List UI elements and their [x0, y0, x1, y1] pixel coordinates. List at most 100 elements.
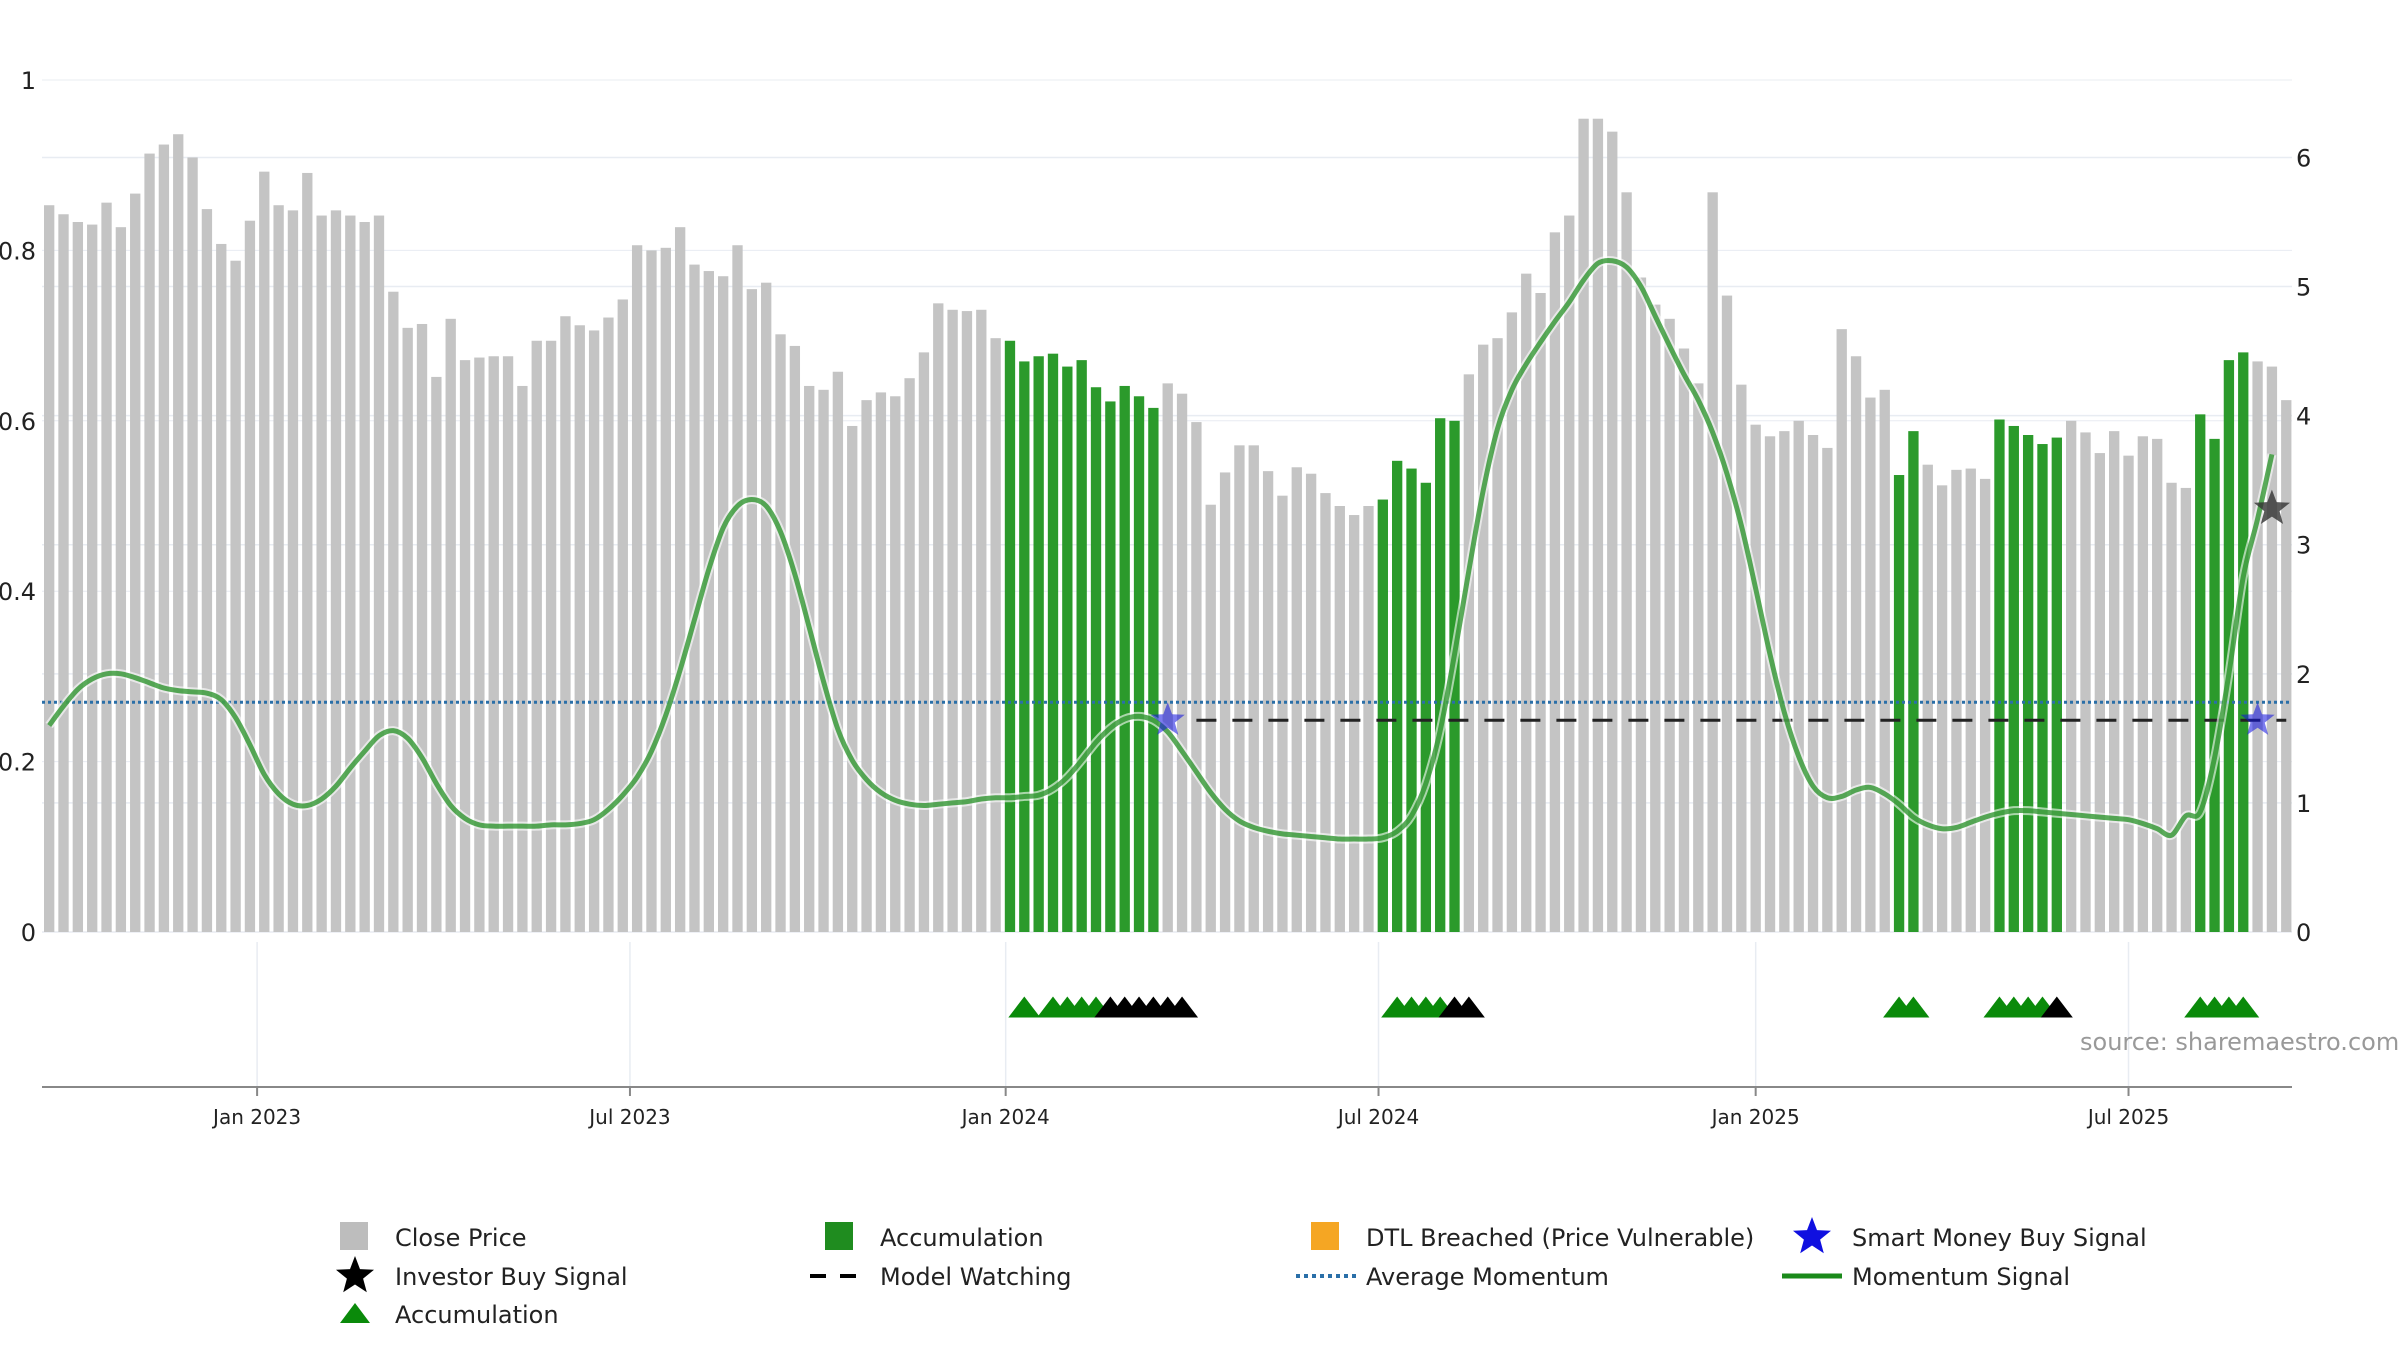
right-tick-label: 6	[2296, 144, 2311, 172]
left-tick-label: 0.6	[0, 408, 36, 436]
close-price-bar	[2137, 436, 2149, 932]
close-price-bar	[789, 345, 801, 933]
accumulation-triangle	[2227, 996, 2260, 1018]
legend-swatch	[340, 1222, 368, 1250]
legend-item: Model Watching	[810, 1263, 1072, 1291]
investor-star	[2253, 489, 2290, 524]
legend: Close Price Accumulation DTL Breached (Pri…	[336, 1217, 2147, 1329]
accumulation-bar	[1033, 356, 1044, 933]
legend-label: Smart Money Buy Signal	[1852, 1224, 2147, 1252]
close-price-bar	[2123, 455, 2134, 932]
close-price-bar	[832, 371, 844, 932]
axes: 0 0.2 0.4 0.6 0.8 1 0 1 2 3 4 5 6 Jan 2023 Jul 2023 Jan…	[0, 67, 2311, 1129]
close-price-bar	[173, 134, 184, 932]
close-price-bar	[847, 425, 858, 932]
close-price-bar	[1822, 447, 1833, 932]
close-price-bar	[345, 215, 356, 932]
close-price-bar	[416, 323, 428, 932]
x-tick-label: Jan 2025	[1710, 1105, 1800, 1129]
accumulation-bar	[1062, 366, 1073, 933]
close-price-bar	[976, 309, 987, 932]
left-tick-label: 0.4	[0, 578, 36, 606]
close-price-bar	[1291, 467, 1302, 932]
close-price-bar	[718, 276, 729, 933]
close-price-bar	[44, 205, 55, 932]
smart-money-star	[1150, 702, 1185, 735]
legend-item: Smart Money Buy Signal	[1793, 1217, 2147, 1254]
close-price-bars	[44, 118, 2292, 933]
close-price-bar	[574, 325, 585, 933]
right-tick-label: 3	[2296, 532, 2311, 560]
legend-star-icon	[336, 1256, 374, 1293]
accumulation-bar	[1377, 499, 1388, 932]
accumulation-bar	[1406, 468, 1417, 932]
close-price-bar	[2180, 487, 2192, 932]
close-price-bar	[2281, 400, 2292, 932]
close-price-bar	[933, 303, 944, 932]
close-price-bar	[961, 311, 973, 932]
close-price-bar	[201, 209, 213, 932]
accumulation-bar	[1004, 340, 1016, 932]
accumulation-bar	[1420, 482, 1432, 932]
accumulation-bar	[1105, 401, 1116, 932]
close-price-bar	[804, 385, 815, 933]
close-price-bar	[1535, 293, 1546, 932]
close-price-bar	[130, 193, 141, 933]
close-price-bar	[330, 210, 342, 932]
close-price-bar	[1334, 506, 1345, 932]
close-price-bar	[890, 396, 901, 933]
close-price-bar	[445, 318, 456, 932]
close-price-bar	[1936, 485, 1948, 932]
legend-item: Close Price	[340, 1222, 527, 1252]
accumulation-triangle	[1008, 996, 1041, 1018]
close-price-bar	[1578, 118, 1589, 932]
legend-label: Momentum Signal	[1852, 1263, 2070, 1291]
accumulation-bar	[2037, 444, 2048, 932]
close-price-bar	[861, 400, 872, 932]
accumulation-bar	[1893, 475, 1905, 932]
close-price-bar	[1965, 468, 1976, 932]
close-price-bar	[1807, 435, 1819, 932]
investor-triangle	[2040, 996, 2073, 1018]
close-price-bar	[1850, 356, 1862, 933]
close-price-bar	[703, 271, 714, 932]
x-tick-label: Jul 2024	[1336, 1105, 1419, 1129]
close-price-bar	[1650, 304, 1661, 933]
close-price-bar	[1793, 420, 1804, 932]
accumulation-bar	[2008, 425, 2019, 932]
close-price-bar	[2065, 420, 2077, 932]
close-price-bar	[1836, 329, 1847, 932]
close-price-bar	[1635, 277, 1647, 932]
x-tick-label: Jan 2023	[211, 1105, 301, 1129]
close-price-bar	[273, 205, 284, 932]
close-price-bar	[1564, 215, 1575, 932]
investor-triangle	[1452, 996, 1485, 1018]
close-price-bar	[2166, 482, 2177, 932]
legend-star-icon	[1793, 1217, 1831, 1254]
right-tick-label: 5	[2296, 274, 2311, 302]
accumulation-bar	[1090, 387, 1102, 933]
close-price-bar	[1865, 397, 1876, 933]
accumulation-bar	[2195, 414, 2206, 932]
close-price-bar	[187, 157, 198, 933]
close-price-bar	[373, 215, 385, 932]
close-price-bar	[689, 264, 700, 933]
close-price-bar	[904, 378, 915, 932]
close-price-bar	[259, 171, 270, 932]
close-price-bar	[87, 224, 98, 933]
close-price-bar	[1248, 445, 1259, 932]
close-price-bar	[1779, 431, 1790, 932]
right-tick-label: 4	[2296, 403, 2311, 431]
signal-markers	[1150, 489, 2290, 735]
close-price-bar	[646, 250, 657, 932]
close-price-bar	[1678, 348, 1690, 932]
close-price-bar	[631, 245, 643, 933]
close-price-bar	[1764, 436, 1776, 932]
smart-money-star	[2240, 702, 2275, 735]
close-price-bar	[302, 172, 313, 933]
accumulation-bar	[1019, 361, 1030, 932]
close-price-bar	[1592, 118, 1604, 932]
close-price-bar	[474, 357, 485, 933]
close-price-bar	[502, 356, 514, 933]
close-price-bar	[1549, 232, 1561, 932]
